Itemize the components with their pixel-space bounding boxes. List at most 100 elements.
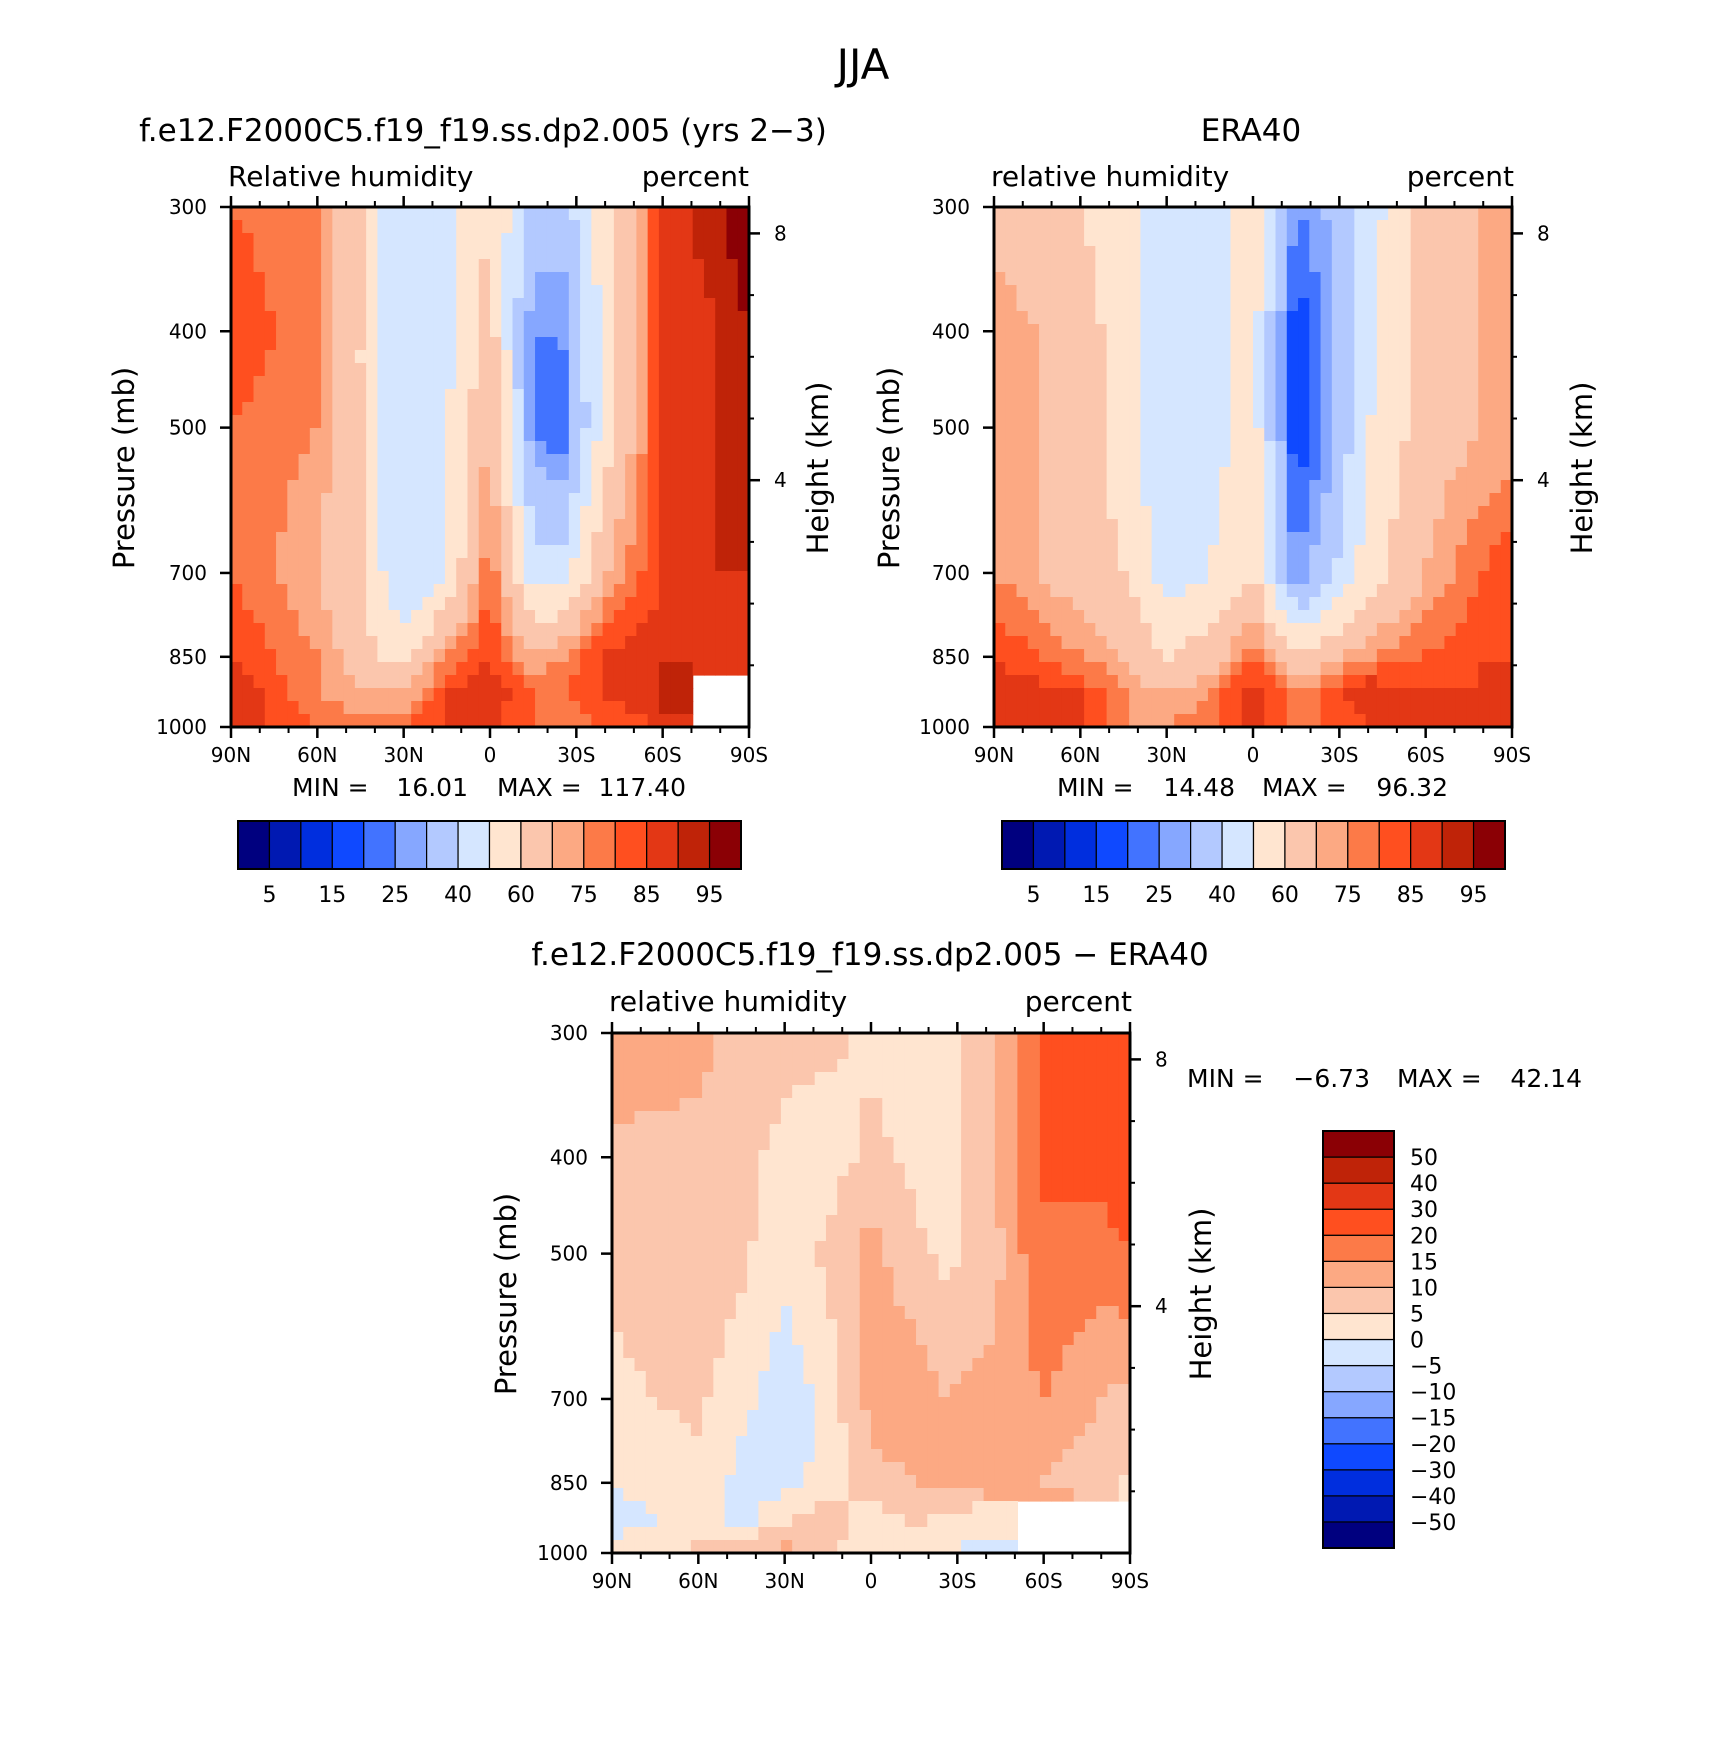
obs-heat-cell	[1196, 298, 1209, 312]
model-heat-cell	[602, 350, 615, 364]
model-heat-cell	[287, 363, 300, 377]
diff-heat-cell	[679, 1150, 692, 1164]
obs-heat-cell	[1433, 558, 1446, 572]
obs-heat-cell	[1174, 233, 1187, 247]
obs-heat-cell	[1084, 246, 1096, 260]
obs-heat-cell	[1264, 363, 1277, 377]
model-heat-cell	[456, 402, 469, 416]
model-heat-cell	[602, 454, 615, 468]
obs-heat-cell	[1264, 246, 1277, 260]
model-heat-cell	[658, 428, 671, 442]
model-heat-cell	[388, 259, 401, 273]
diff-heat-cell	[983, 1319, 996, 1333]
diff-heat-cell	[735, 1176, 748, 1190]
obs-heat-cell	[1286, 636, 1299, 650]
obs-heat-cell	[1421, 558, 1434, 572]
obs-heat-cell	[1027, 272, 1040, 286]
diff-heat-cell	[690, 1189, 703, 1203]
diff-heat-cell	[916, 1306, 928, 1320]
diff-heat-cell	[747, 1137, 759, 1151]
obs-heat-cell	[1433, 519, 1446, 533]
obs-heat-cell	[1027, 688, 1040, 702]
diff-heat-cell	[871, 1332, 883, 1346]
obs-heat-cell	[1320, 558, 1333, 572]
model-heat-cell	[692, 623, 705, 637]
obs-heat-cell	[1433, 246, 1446, 260]
obs-heat-cell	[1478, 649, 1491, 663]
model-heat-cell	[670, 480, 683, 494]
diff-heat-cell	[679, 1267, 692, 1281]
obs-heat-cell	[1410, 636, 1423, 650]
obs-heat-cell	[1140, 636, 1153, 650]
obs-heat-cell	[994, 259, 1006, 273]
model-heat-cell	[670, 493, 683, 507]
model-heat-cell	[557, 701, 570, 715]
model-heat-cell	[557, 337, 570, 351]
diff-heat-cell	[983, 1046, 996, 1060]
diff-heat-cell	[825, 1332, 838, 1346]
obs-heat-cell	[1410, 285, 1423, 299]
model-heat-cell	[242, 441, 255, 455]
obs-heat-cell	[1376, 259, 1389, 273]
model-heat-cell	[715, 246, 728, 260]
obs-heat-cell	[1489, 467, 1502, 481]
model-heat-cell	[366, 389, 378, 403]
obs-heat-cell	[1095, 571, 1108, 585]
diff-heat-cell	[1096, 1202, 1109, 1216]
model-heat-cell	[366, 584, 378, 598]
obs-heat-cell	[1309, 558, 1322, 572]
model-heat-cell	[647, 545, 660, 559]
model-heat-cell	[366, 493, 378, 507]
obs-heat-cell	[1444, 324, 1457, 338]
obs-heat-cell	[1444, 363, 1457, 377]
model-heat-cell	[512, 571, 525, 585]
obs-heat-cell	[1343, 454, 1355, 468]
diff-heat-cell	[983, 1124, 996, 1138]
obs-heat-cell	[1050, 298, 1063, 312]
obs-colorbar-swatch	[1001, 820, 1035, 870]
diff-heat-cell	[735, 1280, 748, 1294]
obs-heat-cell	[994, 532, 1006, 546]
model-heat-cell	[287, 610, 300, 624]
model-heat-cell	[276, 246, 288, 260]
obs-heat-cell	[1455, 636, 1468, 650]
model-heat-cell	[580, 506, 592, 520]
diff-heat-cell	[612, 1046, 624, 1060]
diff-heat-cell	[938, 1189, 951, 1203]
obs-heat-cell	[1253, 415, 1265, 429]
obs-heat-cell	[1343, 675, 1355, 689]
obs-heat-cell	[1151, 545, 1164, 559]
diff-heat-cell	[814, 1293, 827, 1307]
model-heat-cell	[242, 636, 255, 650]
diff-heat-cell	[938, 1137, 951, 1151]
obs-heat-cell	[1388, 493, 1400, 507]
obs-heat-cell	[1298, 519, 1310, 533]
model-heat-cell	[613, 532, 626, 546]
model-heat-cell	[512, 688, 525, 702]
obs-heat-cell	[1016, 428, 1029, 442]
diff-heat-cell	[927, 1111, 940, 1125]
obs-heat-cell	[1095, 519, 1108, 533]
model-heat-cell	[703, 636, 716, 650]
model-heat-cell	[343, 688, 356, 702]
obs-colorbar-swatch	[1472, 820, 1506, 870]
obs-heat-cell	[1343, 519, 1355, 533]
model-heat-cell	[715, 207, 728, 221]
diff-heat-cell	[634, 1202, 647, 1216]
obs-heat-cell	[1005, 467, 1018, 481]
model-heat-cell	[354, 493, 367, 507]
diff-heat-cell	[780, 1137, 793, 1151]
obs-heat-cell	[1230, 454, 1243, 468]
model-heat-cell	[478, 506, 491, 520]
model-colorbar-swatch	[331, 820, 365, 870]
diff-heat-cell	[994, 1046, 1007, 1060]
model-heat-cell	[557, 376, 570, 390]
model-heat-cell	[332, 649, 345, 663]
obs-heat-cell	[1399, 285, 1412, 299]
model-heat-cell	[715, 441, 728, 455]
diff-heat-cell	[882, 1254, 895, 1268]
model-heat-cell	[501, 337, 514, 351]
diff-heat-cell	[735, 1306, 748, 1320]
obs-heat-cell	[1219, 220, 1232, 234]
model-heat-cell	[647, 623, 660, 637]
